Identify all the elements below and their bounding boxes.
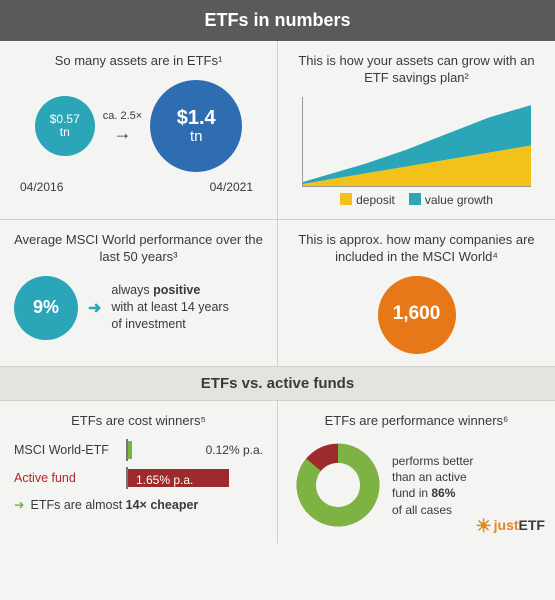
legend-deposit-label: deposit <box>356 193 395 207</box>
bar-value-etf: 0.12% p.a. <box>206 443 263 457</box>
p1-small-value: $0.57 <box>50 113 80 126</box>
legend-growth-label: value growth <box>425 193 493 207</box>
p1-subtitle: So many assets are in ETFs¹ <box>14 53 263 70</box>
p3-subtitle: Average MSCI World performance over the … <box>14 232 263 266</box>
p6-t2: than an active <box>392 470 467 484</box>
p1-small-unit: tn <box>60 126 70 139</box>
p1-multiplier-block: ca. 2.5× → <box>103 110 142 142</box>
p1-body: $0.57 tn ca. 2.5× → $1.4 tn <box>14 80 263 172</box>
bar-value-active: 1.65% p.a. <box>136 471 193 489</box>
arrow-right-icon: → <box>113 124 131 142</box>
p4-body: 1,600 <box>292 276 541 354</box>
p6-t3-pre: fund in <box>392 486 431 500</box>
logo-icon: ☀ <box>476 516 492 536</box>
swatch-growth <box>409 193 421 205</box>
p4-value: 1,600 <box>393 304 441 325</box>
bar-track-active: 1.65% p.a. <box>126 467 263 489</box>
p6-text: performs better than an active fund in 8… <box>392 453 473 518</box>
p5-foot-pre: ETFs are almost <box>30 498 125 512</box>
panel-assets-growth: So many assets are in ETFs¹ $0.57 tn ca.… <box>0 41 277 219</box>
p3-text-l3: of investment <box>111 317 185 331</box>
panel-cost-winners: ETFs are cost winners⁵ MSCI World-ETF 0.… <box>0 401 277 544</box>
p6-t3-bold: 86% <box>431 486 455 500</box>
p1-circle-small: $0.57 tn <box>35 96 95 156</box>
p3-text-pre: always <box>111 283 153 297</box>
panel-performance-winners: ETFs are performance winners⁶ performs b… <box>277 401 555 544</box>
panel-msci-companies: This is approx. how many companies are i… <box>277 220 555 366</box>
p2-legend: deposit value growth <box>292 193 541 207</box>
p6-t1: performs better <box>392 454 473 468</box>
p1-multiplier: ca. 2.5× <box>103 110 142 122</box>
legend-growth: value growth <box>409 193 493 207</box>
p6-subtitle: ETFs are performance winners⁶ <box>292 413 541 430</box>
p3-body: 9% ➜ always positive with at least 14 ye… <box>14 276 263 340</box>
logo-just: just <box>494 517 519 533</box>
row-3: ETFs are cost winners⁵ MSCI World-ETF 0.… <box>0 401 555 544</box>
p3-text-l2: with at least 14 years <box>111 300 228 314</box>
bar-row-etf: MSCI World-ETF 0.12% p.a. <box>14 439 263 461</box>
donut-chart <box>292 439 384 531</box>
panel-savings-plan: This is how your assets can grow with an… <box>277 41 555 219</box>
p5-subtitle: ETFs are cost winners⁵ <box>14 413 263 430</box>
arrow-right-icon: ➜ <box>14 497 24 512</box>
logo-etf: ETF <box>519 517 545 533</box>
p5-footnote: ➜ ETFs are almost 14× cheaper <box>14 497 263 512</box>
bar-fill-active: 1.65% p.a. <box>128 469 229 487</box>
p3-value: 9% <box>33 298 59 318</box>
donut-hole <box>316 463 360 507</box>
infographic: ETFs in numbers So many assets are in ET… <box>0 0 555 600</box>
p1-big-value: $1.4 <box>177 107 216 129</box>
area-chart <box>302 97 531 187</box>
p3-text: always positive with at least 14 years o… <box>111 282 228 333</box>
p1-circle-big: $1.4 tn <box>150 80 242 172</box>
panel-msci-performance: Average MSCI World performance over the … <box>0 220 277 366</box>
p1-big-unit: tn <box>190 129 203 146</box>
p5-foot-bold: 14× cheaper <box>126 498 199 512</box>
section-title: ETFs vs. active funds <box>0 366 555 401</box>
p6-t4: of all cases <box>392 503 452 517</box>
row-1: So many assets are in ETFs¹ $0.57 tn ca.… <box>0 41 555 219</box>
row-2: Average MSCI World performance over the … <box>0 219 555 366</box>
p3-circle: 9% <box>14 276 78 340</box>
bar-row-active: Active fund 1.65% p.a. <box>14 467 263 489</box>
p1-date-left: 04/2016 <box>20 180 63 194</box>
p3-text-bold: positive <box>153 283 200 297</box>
p1-dates: 04/2016 04/2021 <box>14 180 263 194</box>
bar-label-active: Active fund <box>14 471 118 485</box>
p4-circle: 1,600 <box>378 276 456 354</box>
arrow-right-icon: ➜ <box>88 298 101 318</box>
bar-fill-etf <box>128 441 132 459</box>
legend-deposit: deposit <box>340 193 395 207</box>
p4-subtitle: This is approx. how many companies are i… <box>292 232 541 266</box>
bar-label-etf: MSCI World-ETF <box>14 443 118 457</box>
swatch-deposit <box>340 193 352 205</box>
p2-subtitle: This is how your assets can grow with an… <box>292 53 541 87</box>
p1-date-right: 04/2021 <box>210 180 253 194</box>
main-title: ETFs in numbers <box>0 0 555 41</box>
justetf-logo: ☀justETF <box>476 516 545 537</box>
bar-track-etf <box>126 439 192 461</box>
